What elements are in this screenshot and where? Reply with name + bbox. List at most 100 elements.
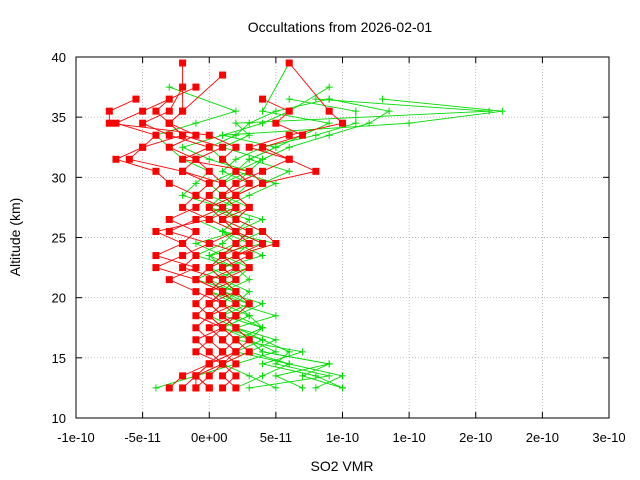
data-point xyxy=(192,384,200,392)
data-point xyxy=(232,336,240,344)
data-point xyxy=(165,227,173,235)
data-point xyxy=(219,167,227,175)
data-point xyxy=(139,119,147,127)
data-point xyxy=(312,167,320,175)
data-point xyxy=(152,384,160,392)
data-point xyxy=(219,71,227,79)
data-point xyxy=(165,95,173,103)
data-point xyxy=(245,203,253,211)
data-point xyxy=(192,227,200,235)
data-point xyxy=(232,324,240,332)
data-point xyxy=(219,348,227,356)
data-point xyxy=(205,155,213,163)
data-point xyxy=(232,227,240,235)
data-point xyxy=(219,191,227,199)
data-point xyxy=(179,240,187,248)
data-point xyxy=(219,384,227,392)
data-point xyxy=(205,131,213,139)
series-line xyxy=(194,62,344,389)
data-point xyxy=(179,203,187,211)
data-point xyxy=(219,264,227,272)
data-point xyxy=(245,240,253,248)
data-point xyxy=(245,264,253,272)
data-point xyxy=(325,83,333,91)
data-point xyxy=(205,252,213,260)
data-point xyxy=(205,348,213,356)
data-point xyxy=(299,131,307,139)
y-tick-label: 10 xyxy=(52,411,66,426)
data-point xyxy=(165,179,173,187)
data-point xyxy=(385,107,393,115)
data-point xyxy=(192,131,200,139)
data-point xyxy=(245,300,253,308)
data-point xyxy=(259,324,267,332)
data-point xyxy=(219,300,227,308)
data-point xyxy=(205,167,213,175)
data-point xyxy=(232,348,240,356)
data-point xyxy=(152,131,160,139)
data-point xyxy=(205,179,213,187)
data-point xyxy=(179,264,187,272)
data-point xyxy=(192,179,200,187)
data-point xyxy=(219,155,227,163)
data-point xyxy=(232,372,240,380)
data-point xyxy=(245,276,253,284)
data-point xyxy=(312,131,320,139)
data-point xyxy=(245,191,253,199)
data-point xyxy=(272,143,280,151)
data-point xyxy=(219,215,227,223)
data-point xyxy=(192,203,200,211)
data-point xyxy=(232,384,240,392)
data-point xyxy=(232,215,240,223)
data-point xyxy=(272,119,280,127)
data-point xyxy=(219,324,227,332)
data-point xyxy=(205,143,213,151)
data-point xyxy=(165,119,173,127)
data-point xyxy=(312,95,320,103)
data-point xyxy=(205,276,213,284)
data-point xyxy=(299,348,307,356)
data-point xyxy=(285,95,293,103)
data-point xyxy=(245,131,253,139)
x-tick-label: -1e-10 xyxy=(57,430,95,445)
data-point xyxy=(498,107,506,115)
data-point xyxy=(259,95,267,103)
data-point xyxy=(179,252,187,260)
data-point xyxy=(259,336,267,344)
series-layer xyxy=(105,59,506,392)
data-point xyxy=(179,131,187,139)
data-point xyxy=(245,336,253,344)
x-tick-label: -5e-11 xyxy=(124,430,161,445)
data-point xyxy=(272,336,280,344)
data-point xyxy=(125,155,133,163)
data-point xyxy=(245,179,253,187)
data-point xyxy=(165,276,173,284)
x-axis-label: SO2 VMR xyxy=(310,458,373,474)
data-point xyxy=(232,276,240,284)
data-point xyxy=(205,300,213,308)
data-point xyxy=(352,107,360,115)
data-point xyxy=(325,107,333,115)
data-point xyxy=(485,107,493,115)
data-point xyxy=(285,107,293,115)
data-point xyxy=(205,215,213,223)
data-point xyxy=(245,348,253,356)
data-point xyxy=(259,360,267,368)
data-point xyxy=(285,143,293,151)
data-point xyxy=(245,384,253,392)
data-point xyxy=(192,348,200,356)
data-point xyxy=(192,276,200,284)
data-point xyxy=(259,227,267,235)
data-point xyxy=(219,131,227,139)
data-point xyxy=(259,179,267,187)
data-point xyxy=(219,360,227,368)
data-point xyxy=(339,372,346,380)
data-point xyxy=(339,119,346,127)
x-tick-label: 3e-10 xyxy=(592,430,625,445)
data-point xyxy=(179,384,187,392)
data-point xyxy=(205,264,213,272)
data-point xyxy=(285,131,293,139)
data-point xyxy=(245,119,253,127)
data-point xyxy=(245,167,253,175)
